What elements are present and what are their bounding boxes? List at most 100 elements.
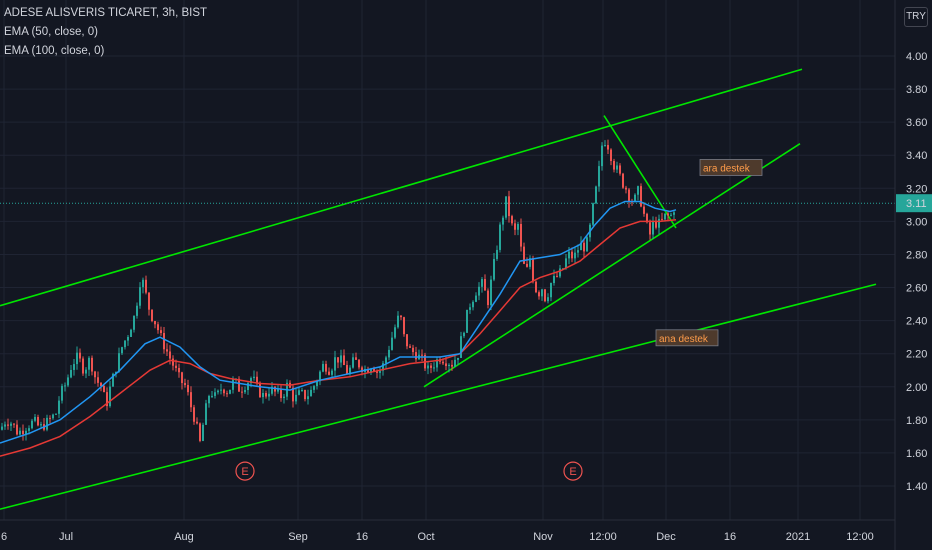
candle-body [436, 359, 438, 368]
trendline [603, 115, 677, 229]
svg-text:E: E [241, 466, 248, 478]
candle-body [523, 246, 525, 264]
y-tick-label: 2.00 [906, 382, 927, 394]
candle-body [382, 363, 384, 371]
candle-body [292, 387, 294, 402]
candle-body [454, 359, 456, 367]
candle-body [577, 250, 579, 253]
candle-body [355, 357, 357, 360]
candle-body [598, 166, 600, 187]
y-tick-label: 1.60 [906, 448, 927, 460]
candle-body [400, 315, 402, 318]
candle-body [319, 371, 321, 382]
candle-body [46, 417, 48, 430]
candle-body [484, 279, 486, 291]
candle-body [502, 217, 504, 225]
candle-body [580, 242, 582, 251]
candle-body [505, 196, 507, 218]
candle-body [262, 392, 264, 398]
candle-body [649, 222, 651, 235]
candle-body [145, 279, 147, 293]
candle-body [82, 358, 84, 374]
candle-body [109, 386, 111, 407]
candle-body [217, 390, 219, 393]
candle-body [529, 258, 531, 267]
candle-body [646, 213, 648, 223]
candle-body [175, 365, 177, 369]
x-tick-label: 12:00 [589, 531, 617, 543]
candle-body [379, 370, 381, 373]
candle-body [22, 430, 24, 435]
candle-body [64, 385, 66, 387]
candle-body [466, 309, 468, 333]
ema100-legend[interactable]: EMA (100, close, 0) [4, 45, 105, 57]
candle-body [328, 371, 330, 375]
candle-body [124, 340, 126, 348]
candle-body [508, 196, 510, 217]
candle-body [313, 386, 315, 390]
candle-body [595, 186, 597, 204]
candle-body [136, 305, 138, 316]
y-tick-label: 3.00 [906, 216, 927, 228]
candle-body [448, 364, 450, 367]
candle-body [79, 352, 81, 359]
candle-body [352, 357, 354, 368]
candle-body [133, 315, 135, 330]
symbol-title[interactable]: ADESE ALISVERIS TICARET, 3h, BIST [4, 7, 208, 19]
candle-body [25, 430, 27, 435]
candle-body [295, 394, 297, 402]
ema100-line [0, 218, 677, 457]
currency-badge[interactable]: TRY [904, 7, 928, 27]
candle-body [394, 327, 396, 338]
candle-body [199, 423, 201, 441]
earnings-marker-icon[interactable]: E [563, 461, 583, 481]
ema50-legend[interactable]: EMA (50, close, 0) [4, 26, 98, 38]
candle-body [112, 373, 114, 387]
candle-body [601, 145, 603, 167]
candle-body [85, 369, 87, 374]
candle-body [637, 186, 639, 195]
candle-body [61, 385, 63, 401]
candle-body [376, 371, 378, 373]
candle-body [490, 279, 492, 306]
candle-body [214, 392, 216, 396]
candle-body [190, 392, 192, 408]
candle-body [556, 275, 558, 277]
candle-body [163, 333, 165, 350]
candle-body [157, 324, 159, 331]
candle-body [586, 237, 588, 252]
candle-body [250, 378, 252, 384]
candle-body [469, 307, 471, 310]
candle-body [337, 357, 339, 363]
candle-body [49, 417, 51, 419]
candle-body [238, 378, 240, 392]
candle-body [628, 189, 630, 202]
candle-body [331, 370, 333, 375]
x-tick-label: Aug [174, 531, 194, 543]
candle-body [343, 355, 345, 366]
candle-body [514, 223, 516, 230]
candle-body [574, 252, 576, 259]
candle-body [550, 283, 552, 298]
x-tick-label: 16 [356, 531, 368, 543]
candle-body [253, 376, 255, 379]
candle-body [121, 347, 123, 354]
candle-body [415, 352, 417, 360]
candle-body [265, 392, 267, 397]
x-tick-label: Sep [288, 531, 308, 543]
earnings-marker-icon[interactable]: E [235, 461, 255, 481]
candle-body [388, 349, 390, 358]
candle-body [547, 297, 549, 302]
x-tick-label: Dec [656, 531, 676, 543]
candle-body [472, 301, 474, 308]
candle-body [229, 389, 231, 394]
candle-body [10, 423, 12, 426]
candle-body [88, 357, 90, 370]
candle-body [127, 336, 129, 341]
candle-body [106, 392, 108, 407]
candle-body [643, 206, 645, 214]
candle-body [421, 354, 423, 356]
candle-body [592, 203, 594, 225]
candle-body [241, 391, 243, 393]
